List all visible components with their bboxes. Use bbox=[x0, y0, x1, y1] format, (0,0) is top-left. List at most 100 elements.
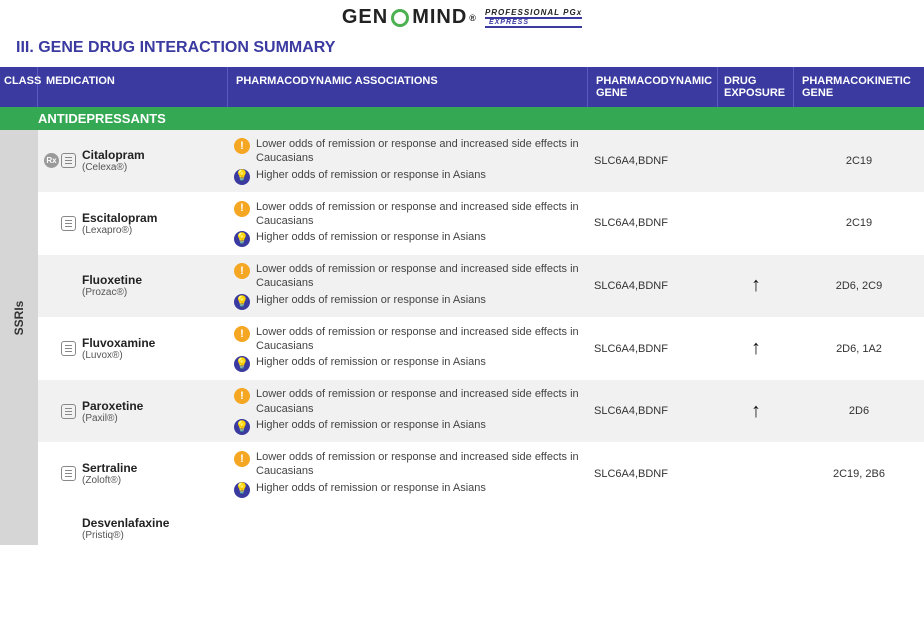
assoc-warn: !Lower odds of remission or response and… bbox=[234, 261, 582, 292]
medication-brand: (Luvox®) bbox=[82, 350, 155, 361]
pd-gene-cell: SLC6A4,BDNF bbox=[588, 397, 718, 425]
med-icons bbox=[42, 466, 76, 481]
pd-assoc-cell: !Lower odds of remission or response and… bbox=[228, 318, 588, 380]
table-row: Fluvoxamine(Luvox®)!Lower odds of remiss… bbox=[38, 318, 924, 381]
table-header-row: CLASS MEDICATION PHARMACODYNAMIC ASSOCIA… bbox=[0, 67, 924, 107]
table-row: Escitalopram(Lexapro®)!Lower odds of rem… bbox=[38, 193, 924, 256]
table-row: Fluoxetine(Prozac®)!Lower odds of remiss… bbox=[38, 255, 924, 318]
pd-assoc-cell: !Lower odds of remission or response and… bbox=[228, 255, 588, 317]
assoc-info-text: Higher odds of remission or response in … bbox=[256, 230, 486, 244]
brand-logo: GEN MIND ® PROFESSIONAL PGx EXPRESS bbox=[342, 6, 582, 29]
medication-name: Fluvoxamine bbox=[82, 336, 155, 350]
pk-gene-cell: 2D6, 1A2 bbox=[794, 335, 924, 363]
pk-gene-cell: 2C19, 2B6 bbox=[794, 460, 924, 488]
info-icon: 💡 bbox=[234, 231, 250, 247]
assoc-info-text: Higher odds of remission or response in … bbox=[256, 355, 486, 369]
assoc-warn: ! Lower odds of remission or response and… bbox=[234, 449, 582, 480]
class-label: SSRIs bbox=[12, 300, 26, 335]
medication-cell: Paroxetine(Paxil®) bbox=[38, 391, 228, 432]
warn-icon: ! bbox=[234, 138, 250, 154]
medication-cell: Fluvoxamine(Luvox®) bbox=[38, 328, 228, 369]
logo-bar: GEN MIND ® PROFESSIONAL PGx EXPRESS bbox=[0, 0, 924, 31]
pd-assoc-cell: ! Lower odds of remission or response and… bbox=[228, 380, 588, 442]
medication-name: Desvenlafaxine bbox=[82, 516, 169, 530]
logo-post: MIND bbox=[412, 6, 467, 29]
assoc-warn: !Lower odds of remission or response and… bbox=[234, 324, 582, 355]
note-icon bbox=[61, 466, 76, 481]
assoc-info: 💡 Higher odds of remission or response in… bbox=[234, 480, 582, 499]
rows-container: Rx Citalopram(Celexa®)! Lower odds of remi… bbox=[38, 130, 924, 506]
assoc-info-text: Higher odds of remission or response in … bbox=[256, 293, 486, 307]
assoc-info-text: Higher odds of remission or response in … bbox=[256, 418, 486, 432]
info-icon: 💡 bbox=[234, 356, 250, 372]
assoc-info: 💡Higher odds of remission or response in… bbox=[234, 292, 582, 311]
assoc-warn-text: Lower odds of remission or response and … bbox=[256, 137, 582, 166]
table-row: Sertraline(Zoloft®)! Lower odds of remiss… bbox=[38, 443, 924, 506]
medication-name: Paroxetine bbox=[82, 399, 143, 413]
header-pd-assoc: PHARMACODYNAMIC ASSOCIATIONS bbox=[228, 67, 588, 107]
warn-icon: ! bbox=[234, 388, 250, 404]
pk-gene-cell: 2C19 bbox=[794, 147, 924, 175]
table-row: Paroxetine(Paxil®)! Lower odds of remissi… bbox=[38, 380, 924, 443]
pd-assoc-cell: ! Lower odds of remission or response and… bbox=[228, 130, 588, 192]
med-icons bbox=[42, 216, 76, 231]
section-title: III. GENE DRUG INTERACTION SUMMARY bbox=[0, 31, 924, 67]
assoc-warn-text: Lower odds of remission or response and … bbox=[256, 450, 582, 479]
warn-icon: ! bbox=[234, 326, 250, 342]
class-rail: SSRIs bbox=[0, 130, 38, 506]
medication-cell: Fluoxetine(Prozac®) bbox=[38, 265, 228, 306]
assoc-info-text: Higher odds of remission or response in … bbox=[256, 481, 486, 495]
medication-cell: Escitalopram(Lexapro®) bbox=[38, 203, 228, 244]
medication-brand: (Celexa®) bbox=[82, 162, 145, 173]
exposure-cell: ↑ bbox=[718, 337, 794, 360]
exposure-cell: ↑ bbox=[718, 400, 794, 423]
rx-icon: Rx bbox=[44, 153, 59, 168]
medication-name: Sertraline bbox=[82, 461, 137, 475]
medication-name: Citalopram bbox=[82, 148, 145, 162]
table-body: SSRIs Rx Citalopram(Celexa®)! Lower odds o… bbox=[0, 130, 924, 506]
warn-icon: ! bbox=[234, 451, 250, 467]
table-row: Rx Citalopram(Celexa®)! Lower odds of remi… bbox=[38, 130, 924, 193]
info-icon: 💡 bbox=[234, 419, 250, 435]
pk-gene-cell: 2C19 bbox=[794, 209, 924, 237]
category-row: ANTIDEPRESSANTS bbox=[0, 107, 924, 130]
info-icon: 💡 bbox=[234, 482, 250, 498]
assoc-warn-text: Lower odds of remission or response and … bbox=[256, 387, 582, 416]
med-icons bbox=[42, 404, 76, 419]
assoc-warn: !Lower odds of remission or response and… bbox=[234, 199, 582, 230]
assoc-warn: ! Lower odds of remission or response and… bbox=[234, 386, 582, 417]
logo-sub-top: PROFESSIONAL PGx bbox=[485, 8, 582, 17]
pk-gene-cell: 2D6, 2C9 bbox=[794, 272, 924, 300]
header-pd-gene: PHARMACODYNAMIC GENE bbox=[588, 67, 718, 107]
medication-brand: (Paxil®) bbox=[82, 413, 143, 424]
assoc-info-text: Higher odds of remission or response in … bbox=[256, 168, 486, 182]
warn-icon: ! bbox=[234, 201, 250, 217]
assoc-info: 💡 Higher odds of remission or response in… bbox=[234, 417, 582, 436]
pd-gene-cell: SLC6A4,BDNF bbox=[588, 272, 718, 300]
med-icons bbox=[42, 341, 76, 356]
logo-sub-bot: EXPRESS bbox=[485, 17, 582, 28]
assoc-info: 💡 Higher odds of remission or response in… bbox=[234, 229, 582, 248]
assoc-warn: ! Lower odds of remission or response and… bbox=[234, 136, 582, 167]
assoc-info: 💡 Higher odds of remission or response in… bbox=[234, 167, 582, 186]
info-icon: 💡 bbox=[234, 169, 250, 185]
medication-brand: (Pristiq®) bbox=[82, 530, 169, 541]
note-icon bbox=[61, 216, 76, 231]
medication-cell: Sertraline(Zoloft®) bbox=[38, 453, 228, 494]
note-icon bbox=[61, 153, 76, 168]
medication-brand: (Prozac®) bbox=[82, 287, 142, 298]
pd-gene-cell: SLC6A4,BDNF bbox=[588, 335, 718, 363]
med-icons: Rx bbox=[42, 153, 76, 168]
pd-gene-cell: SLC6A4,BDNF bbox=[588, 147, 718, 175]
assoc-warn-text: Lower odds of remission or response and … bbox=[256, 262, 582, 291]
pd-assoc-cell: !Lower odds of remission or response and… bbox=[228, 193, 588, 255]
medication-name: Fluoxetine bbox=[82, 273, 142, 287]
medication-brand: (Lexapro®) bbox=[82, 225, 157, 236]
note-icon bbox=[61, 341, 76, 356]
pk-gene-cell: 2D6 bbox=[794, 397, 924, 425]
logo-o-icon bbox=[391, 9, 409, 27]
pd-gene-cell: SLC6A4,BDNF bbox=[588, 460, 718, 488]
medication-name: Escitalopram bbox=[82, 211, 157, 225]
medication-brand: (Zoloft®) bbox=[82, 475, 137, 486]
logo-subtitle: PROFESSIONAL PGx EXPRESS bbox=[485, 8, 582, 28]
